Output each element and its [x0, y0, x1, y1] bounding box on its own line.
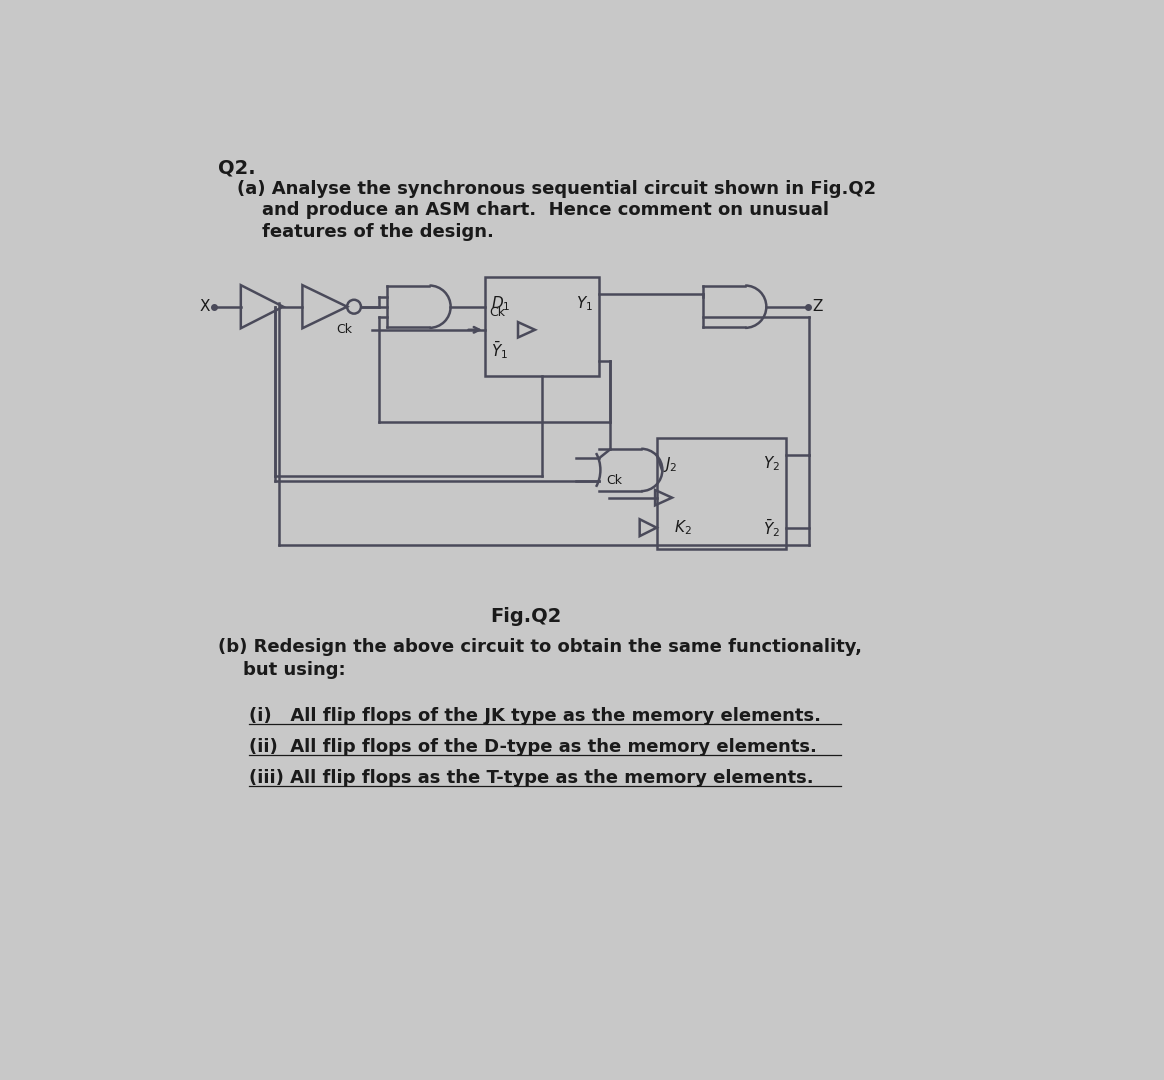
Text: Q2.: Q2.	[218, 159, 255, 178]
Text: X: X	[199, 299, 210, 314]
Text: $D_1$: $D_1$	[491, 295, 511, 313]
Text: (ii)  All flip flops of the D-type as the memory elements.: (ii) All flip flops of the D-type as the…	[248, 738, 816, 756]
Text: Z: Z	[812, 299, 823, 314]
Text: (iii) All flip flops as the T-type as the memory elements.: (iii) All flip flops as the T-type as th…	[248, 769, 814, 786]
Bar	[656, 437, 786, 550]
Text: $Y_2$: $Y_2$	[762, 455, 780, 473]
Text: Fig.Q2: Fig.Q2	[490, 607, 561, 626]
Text: $\bar{Y}_1$: $\bar{Y}_1$	[491, 339, 509, 361]
Text: features of the design.: features of the design.	[237, 222, 494, 241]
Text: Ck: Ck	[336, 323, 353, 336]
Text: $Y_1$: $Y_1$	[576, 295, 592, 313]
Text: $\bar{Y}_2$: $\bar{Y}_2$	[762, 516, 780, 539]
Text: $J_2$: $J_2$	[662, 455, 677, 473]
Text: but using:: but using:	[218, 661, 346, 679]
Text: Ck: Ck	[606, 474, 623, 487]
Text: (b) Redesign the above circuit to obtain the same functionality,: (b) Redesign the above circuit to obtain…	[218, 638, 861, 656]
Text: (i)   All flip flops of the JK type as the memory elements.: (i) All flip flops of the JK type as the…	[248, 707, 821, 725]
Text: $K_2$: $K_2$	[674, 518, 691, 537]
Text: (a) Analyse the synchronous sequential circuit shown in Fig.Q2: (a) Analyse the synchronous sequential c…	[237, 179, 876, 198]
Text: and produce an ASM chart.  Hence comment on unusual: and produce an ASM chart. Hence comment …	[237, 201, 829, 219]
Text: Ck: Ck	[489, 306, 505, 319]
Bar	[485, 278, 598, 376]
